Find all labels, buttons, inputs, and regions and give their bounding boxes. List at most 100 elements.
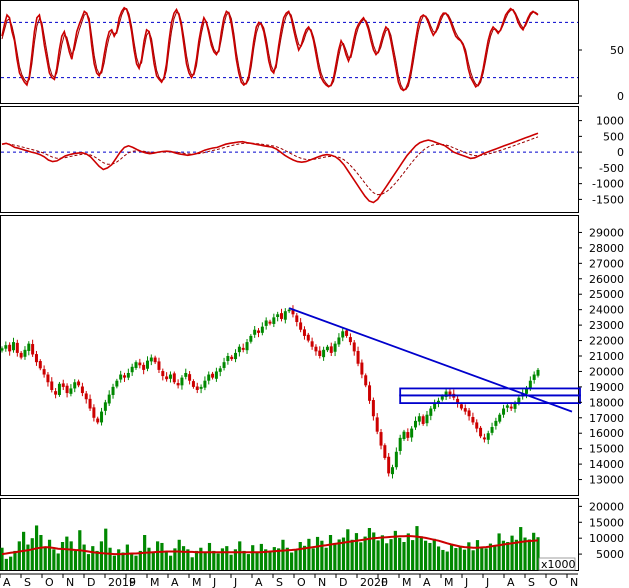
price-tick-label: 19000	[589, 381, 624, 394]
volume-bar	[328, 535, 333, 570]
volume-bar	[350, 539, 354, 570]
volume-bar	[194, 550, 199, 570]
volume-bar	[17, 541, 21, 570]
price-tick-label: 20000	[589, 365, 624, 378]
candle-body	[38, 361, 42, 369]
volume-bar	[255, 552, 259, 570]
candle-body	[345, 330, 349, 336]
price-tick-label: 27000	[589, 257, 624, 270]
candle-body	[525, 388, 529, 394]
candle-body	[402, 431, 406, 440]
time-axis-label: S	[24, 576, 31, 588]
volume-bar	[168, 555, 173, 570]
volume-bar	[441, 549, 445, 570]
candle-body	[486, 433, 490, 440]
volume-bar	[207, 542, 212, 570]
macd-tick-label: 0	[617, 146, 624, 159]
candle-body	[0, 348, 4, 351]
candle-body	[15, 342, 19, 353]
volume-bar	[134, 555, 138, 570]
candle-body	[482, 437, 486, 440]
volume-bar	[367, 528, 372, 570]
panel-frames	[0, 0, 579, 571]
candle-body	[111, 386, 115, 395]
candle-body	[211, 373, 215, 378]
volume-bar	[436, 546, 441, 570]
volume-bar	[523, 537, 527, 570]
volume-bar	[333, 542, 337, 570]
candle-body	[157, 361, 161, 370]
price-tick-label: 13000	[589, 474, 624, 487]
volume-bar	[156, 541, 160, 570]
price-panel-frame	[0, 215, 579, 496]
volume-bar	[428, 542, 432, 570]
volume-bar	[60, 542, 65, 570]
volume-bar	[475, 540, 480, 570]
volume-tick-label: 20000	[589, 500, 624, 513]
volume-bar	[164, 552, 168, 570]
volume-bar	[203, 552, 207, 570]
macd-panel: 1000 500 0 -500 -1000 -1500	[1, 115, 624, 206]
volume-bar	[471, 550, 475, 570]
volume-tick-label: 5000	[596, 548, 624, 561]
volume-bar	[91, 546, 95, 570]
volume-bar	[501, 540, 506, 570]
volume-bar	[480, 547, 484, 570]
candle-body	[406, 432, 410, 438]
volume-bar	[69, 541, 73, 570]
volume-bar	[493, 545, 497, 570]
volume-bar	[363, 536, 367, 570]
candle-body	[356, 350, 360, 364]
time-axis-label: J	[233, 576, 237, 588]
candle-body	[306, 334, 310, 341]
candle-body	[115, 380, 119, 387]
volume-bar	[449, 543, 454, 570]
candle-body	[279, 313, 283, 319]
volume-bar	[246, 554, 250, 570]
candle-body	[134, 362, 138, 368]
volume-bar	[225, 546, 229, 570]
time-axis-label: A	[507, 576, 515, 588]
volume-bar	[406, 533, 410, 570]
volume-bar	[104, 528, 108, 570]
candle-body	[107, 394, 111, 404]
candle-body	[383, 445, 387, 458]
time-axis-label: J	[485, 576, 489, 588]
candle-body	[333, 343, 337, 352]
candle-body	[283, 311, 287, 320]
volume-bar	[216, 553, 220, 570]
time-axis-label: S	[276, 576, 283, 588]
volume-panel-frame	[0, 498, 579, 571]
volume-bar	[519, 527, 523, 570]
volume-bar	[393, 530, 397, 570]
volume-bar	[488, 543, 493, 570]
candle-body	[536, 369, 540, 376]
volume-bar	[285, 547, 289, 570]
candle-body	[168, 374, 172, 379]
volume-bar	[95, 550, 99, 570]
candle-body	[394, 451, 398, 468]
candle-body	[413, 420, 417, 428]
candle-body	[4, 345, 8, 349]
candle-body	[191, 381, 195, 387]
time-axis-label: A	[423, 576, 431, 588]
time-axis-label: O	[549, 576, 558, 588]
candle-body	[391, 467, 395, 475]
volume-bar	[497, 533, 501, 570]
volume-bar	[190, 557, 194, 570]
time-axis-label: M	[444, 576, 454, 588]
candle-body	[130, 366, 134, 373]
candle-body	[433, 403, 437, 409]
candle-body	[23, 349, 27, 357]
candle-body	[318, 350, 322, 356]
price-tick-label: 17000	[589, 412, 624, 425]
resistance-zone-upper	[399, 387, 581, 397]
candle-body	[226, 356, 230, 362]
candle-body	[310, 341, 314, 347]
price-tick-label: 23000	[589, 319, 624, 332]
volume-bar	[177, 539, 181, 570]
candle-body	[69, 388, 73, 394]
candle-body	[471, 417, 475, 423]
volume-bar	[160, 542, 164, 570]
candle-body	[57, 383, 61, 395]
